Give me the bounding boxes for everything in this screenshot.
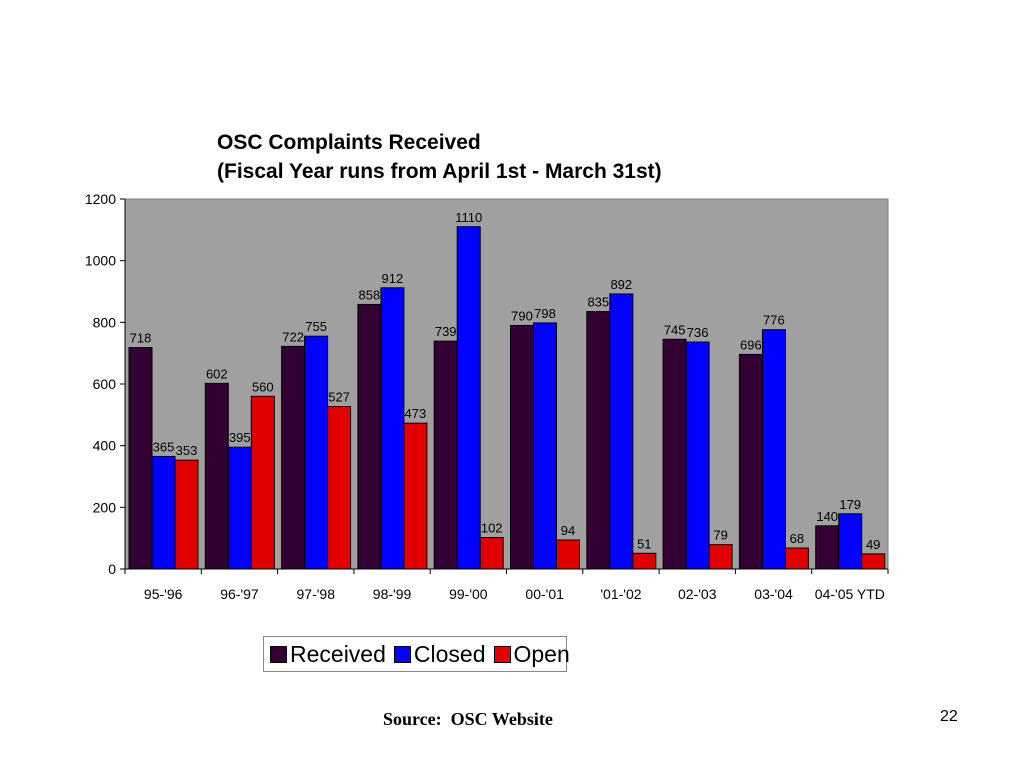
bar-closed (304, 335, 329, 570)
data-label-received: 835 (587, 295, 609, 310)
legend-swatch-open (493, 645, 511, 663)
bar-open (861, 553, 886, 570)
bar-open (479, 537, 504, 570)
y-tick-label: 1000 (85, 253, 116, 269)
bar-received (510, 324, 534, 570)
data-label-received: 722 (282, 329, 304, 344)
data-label-open: 560 (252, 379, 274, 394)
data-label-received: 140 (816, 509, 838, 524)
page-number: 22 (940, 708, 958, 725)
x-tick-label: 04-'05 YTD (815, 586, 885, 602)
bar-chart: 0 200 400 600 800 1000 1200 718 365 353 95-'96 602 3… (85, 191, 889, 602)
bar-received (815, 525, 840, 570)
x-tick-label: 96-'97 (220, 586, 259, 602)
bar-closed (609, 293, 634, 570)
x-tick-label: 00-'01 (525, 586, 564, 602)
chart-title-line2: (Fiscal Year runs from April 1st - March… (217, 160, 662, 183)
y-tick-label: 800 (93, 314, 117, 330)
data-label-closed: 892 (610, 277, 632, 292)
source-note: Source: OSC Website (383, 709, 553, 729)
bar-closed (227, 446, 252, 570)
x-tick-label: 02-'03 (678, 586, 717, 602)
bar-received (586, 311, 611, 570)
x-tick-label: 97-'98 (297, 586, 336, 602)
chart-title-line1: OSC Complaints Received (217, 131, 481, 154)
data-label-closed: 798 (534, 306, 556, 321)
bar-open (174, 459, 199, 570)
data-label-open: 94 (561, 523, 575, 538)
y-tick-label: 400 (93, 438, 117, 454)
data-label-open: 473 (405, 406, 427, 421)
data-label-received: 718 (130, 331, 152, 346)
bar-received (281, 345, 306, 570)
y-tick-label: 1200 (85, 191, 116, 207)
legend-item-closed: Closed (393, 640, 486, 668)
bar-closed (761, 329, 786, 570)
bar-received (128, 347, 153, 570)
bar-closed (456, 226, 481, 570)
bar-received (357, 303, 382, 570)
legend-label-closed: Closed (413, 640, 486, 667)
data-label-received: 602 (206, 366, 228, 381)
data-label-received: 696 (740, 337, 762, 352)
legend-item-received: Received (270, 641, 386, 668)
data-label-received: 790 (511, 308, 533, 323)
x-tick-label: 95-'96 (144, 586, 183, 602)
y-tick-label: 200 (93, 499, 117, 515)
bar-open (556, 539, 580, 570)
bar-closed (151, 455, 176, 570)
legend-label-open: Open (513, 640, 570, 667)
y-tick-label: 600 (93, 376, 117, 392)
legend-swatch-received (270, 645, 287, 663)
bar-closed (380, 287, 405, 570)
data-label-open: 102 (481, 521, 503, 536)
data-label-closed: 755 (305, 319, 327, 334)
bar-received (662, 338, 687, 570)
legend-label-received: Received (290, 640, 386, 667)
bar-open (403, 422, 428, 570)
bar-open (632, 552, 657, 570)
data-label-closed: 395 (229, 430, 251, 445)
bar-open (784, 547, 809, 570)
bar-open (327, 406, 352, 570)
bar-open (250, 395, 275, 570)
legend-item-open: Open (493, 640, 570, 668)
data-label-open: 49 (866, 537, 880, 552)
bar-open (708, 544, 733, 570)
data-label-closed: 179 (839, 497, 861, 512)
data-label-open: 51 (637, 536, 651, 551)
data-label-received: 739 (435, 324, 457, 339)
data-label-closed: 365 (153, 439, 175, 454)
data-label-closed: 736 (687, 325, 709, 340)
x-tick-label: 03-'04 (754, 586, 793, 602)
bar-received (204, 382, 229, 570)
data-label-open: 68 (790, 531, 804, 546)
data-label-open: 353 (176, 443, 198, 458)
bar-closed (685, 341, 710, 570)
data-label-closed: 776 (763, 313, 785, 328)
x-tick-label: 99-'00 (449, 586, 488, 602)
chart-title: OSC Complaints Received (Fiscal Year run… (217, 128, 662, 186)
data-label-closed: 912 (382, 271, 404, 286)
y-tick-label: 0 (108, 561, 116, 577)
x-tick-label: '01-'02 (600, 586, 641, 602)
data-label-open: 79 (713, 528, 727, 543)
bar-received (433, 340, 458, 570)
data-label-received: 745 (664, 322, 686, 337)
chart-legend: Received Closed Open (263, 636, 570, 672)
legend-swatch-closed (393, 645, 411, 663)
data-label-received: 858 (359, 287, 381, 302)
bar-closed (838, 513, 863, 570)
data-label-closed: 1110 (455, 210, 482, 225)
x-tick-label: 98-'99 (373, 586, 412, 602)
bar-received (738, 353, 763, 570)
bar-closed (533, 322, 557, 570)
data-label-open: 527 (328, 390, 350, 405)
